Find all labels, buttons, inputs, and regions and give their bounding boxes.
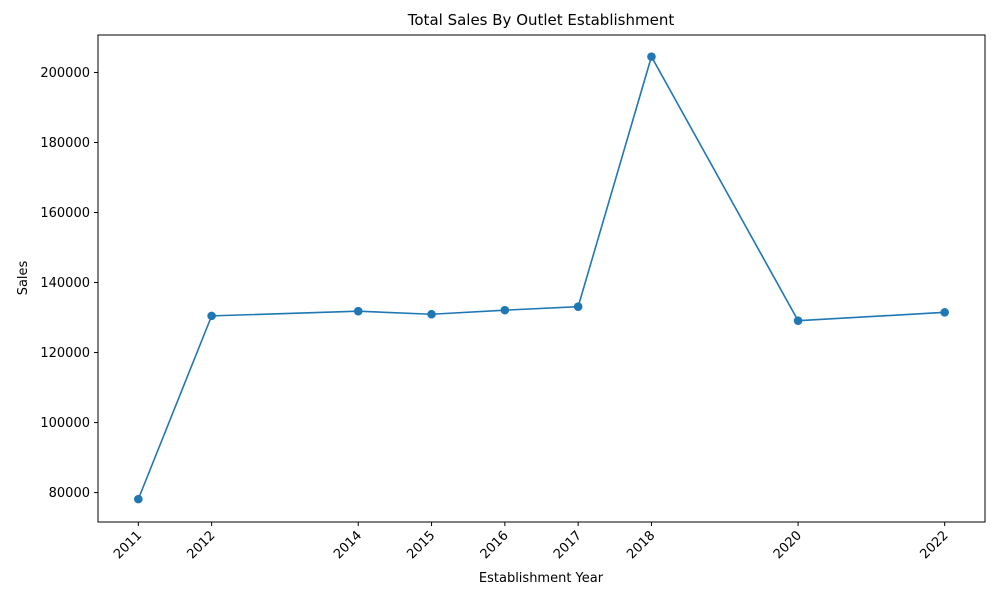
series-layer bbox=[134, 52, 949, 504]
data-point bbox=[793, 316, 803, 325]
y-tick-label: 100000 bbox=[40, 416, 90, 431]
y-tick-label: 200000 bbox=[40, 66, 90, 81]
data-point bbox=[647, 52, 656, 61]
y-tick-label: 120000 bbox=[40, 346, 90, 361]
y-tick-label: 140000 bbox=[40, 276, 90, 291]
chart-title: Total Sales By Outlet Establishment bbox=[407, 11, 675, 29]
x-tick-label: 2017 bbox=[551, 528, 585, 562]
x-axis: 2011 2012 2014 2015 2016 2017 2018 2020 2022 bbox=[111, 522, 952, 562]
x-tick-label: 2022 bbox=[918, 528, 952, 562]
x-tick-label: 2011 bbox=[111, 528, 145, 562]
x-tick-label: 2014 bbox=[331, 528, 365, 562]
y-tick-label: 80000 bbox=[49, 486, 90, 501]
y-axis-title: Sales bbox=[16, 260, 31, 295]
plot-area-frame bbox=[97, 34, 986, 523]
data-point bbox=[134, 494, 143, 504]
data-point bbox=[427, 309, 436, 319]
y-tick-label: 160000 bbox=[40, 206, 90, 221]
data-point bbox=[573, 302, 583, 311]
data-point bbox=[500, 305, 510, 315]
data-point bbox=[207, 311, 216, 321]
y-tick-label: 180000 bbox=[40, 136, 90, 151]
series-line bbox=[137, 55, 945, 500]
x-tick-label: 2020 bbox=[771, 528, 805, 562]
data-point bbox=[353, 306, 363, 316]
x-tick-label: 2016 bbox=[478, 528, 512, 562]
x-tick-label: 2018 bbox=[624, 528, 658, 562]
x-axis-title: Establishment Year bbox=[479, 571, 604, 586]
y-axis: 80000 100000 120000 140000 160000 180000 20000… bbox=[40, 66, 98, 501]
data-point bbox=[940, 308, 949, 317]
x-tick-label: 2015 bbox=[404, 528, 438, 562]
x-tick-label: 2012 bbox=[184, 528, 218, 562]
